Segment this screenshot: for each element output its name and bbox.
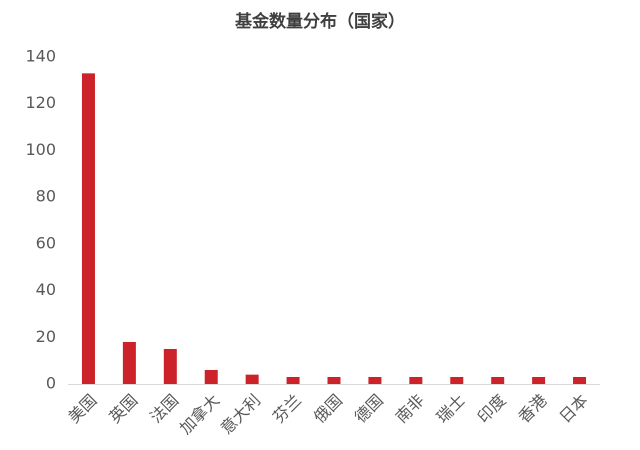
- bar: [573, 376, 587, 384]
- bar: [450, 376, 464, 384]
- x-tick-label: 芬兰: [269, 391, 305, 427]
- x-tick-label: 南非: [392, 391, 428, 427]
- x-tick-label: 法国: [146, 391, 182, 427]
- chart-title: 基金数量分布（国家）: [234, 11, 405, 32]
- x-tick-label: 加拿大: [176, 391, 223, 438]
- bar: [163, 348, 177, 384]
- bar: [409, 376, 423, 384]
- bar: [491, 376, 505, 384]
- bar: [122, 341, 136, 384]
- bar: [204, 369, 218, 384]
- y-tick-label: 0: [46, 374, 56, 393]
- x-tick-label: 俄国: [310, 391, 346, 427]
- bar: [368, 376, 382, 384]
- y-tick-label: 120: [25, 93, 56, 112]
- x-tick-label: 香港: [515, 391, 551, 427]
- x-tick-label: 德国: [351, 391, 387, 427]
- bar: [286, 376, 300, 384]
- y-tick-label: 20: [36, 327, 56, 346]
- x-tick-label: 美国: [64, 391, 100, 427]
- bar: [532, 376, 546, 384]
- y-tick-label: 80: [36, 187, 56, 206]
- x-tick-label: 印度: [474, 391, 510, 427]
- y-tick-label: 140: [25, 47, 56, 66]
- x-tick-label: 日本: [555, 391, 591, 427]
- y-tick-label: 40: [36, 280, 56, 299]
- x-tick-label: 英国: [105, 391, 141, 427]
- x-tick-label: 意大利: [217, 391, 264, 438]
- y-tick-label: 100: [25, 140, 56, 159]
- bar: [81, 73, 95, 384]
- y-tick-label: 60: [36, 233, 56, 252]
- bar: [245, 374, 259, 384]
- bar: [327, 376, 341, 384]
- x-tick-label: 瑞士: [433, 391, 469, 427]
